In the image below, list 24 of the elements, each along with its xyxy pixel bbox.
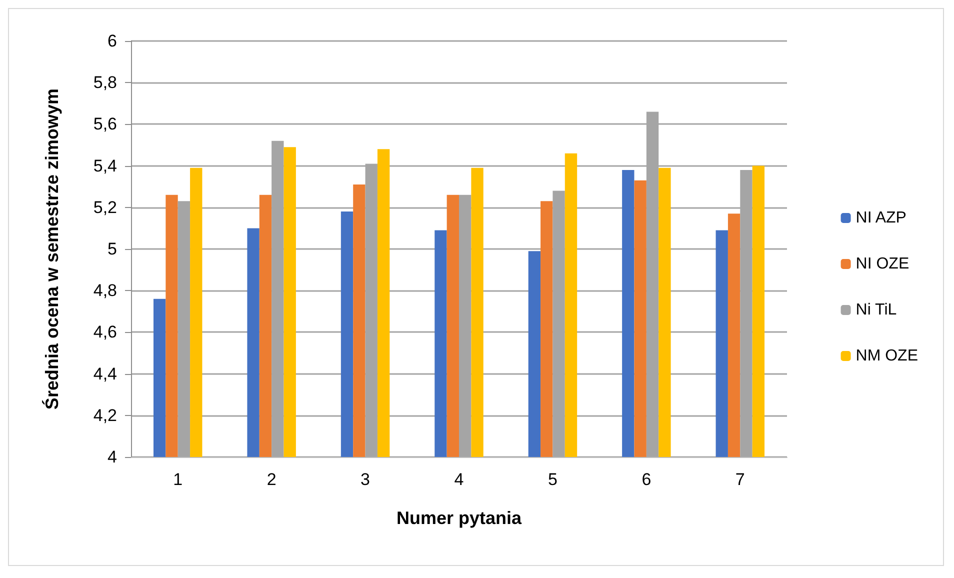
legend-label: NM OZE xyxy=(856,348,918,364)
y-tick-label: 4 xyxy=(108,448,117,466)
y-tick-label: 5,4 xyxy=(93,156,117,176)
legend-label: Ni TiL xyxy=(856,302,897,318)
x-tick-label: 2 xyxy=(266,470,276,489)
x-tick-label: 1 xyxy=(173,470,183,489)
x-tick-label: 5 xyxy=(548,470,558,489)
y-axis-title: Średnia ocena w semestrze zimowym xyxy=(42,88,62,410)
x-tick-label: 3 xyxy=(360,470,370,489)
x-tick-label: 7 xyxy=(735,470,745,489)
y-tick-label: 5,8 xyxy=(93,73,117,92)
x-tick-label: 4 xyxy=(454,470,464,489)
y-tick-label: 5,6 xyxy=(93,114,117,134)
x-tick-label: 6 xyxy=(642,470,652,489)
y-tick-label: 4,8 xyxy=(93,281,117,300)
y-tick-label: 5,2 xyxy=(93,198,117,217)
y-tick-label: 6 xyxy=(108,32,117,50)
legend-label: NI OZE xyxy=(856,256,910,272)
legend-label: NI AZP xyxy=(856,210,906,226)
y-tick-label: 5 xyxy=(108,240,117,258)
y-tick-label: 4,6 xyxy=(93,322,117,342)
y-tick-label: 4,4 xyxy=(93,364,117,384)
x-axis-title: Numer pytania xyxy=(396,508,522,528)
y-tick-label: 4,2 xyxy=(93,406,117,425)
